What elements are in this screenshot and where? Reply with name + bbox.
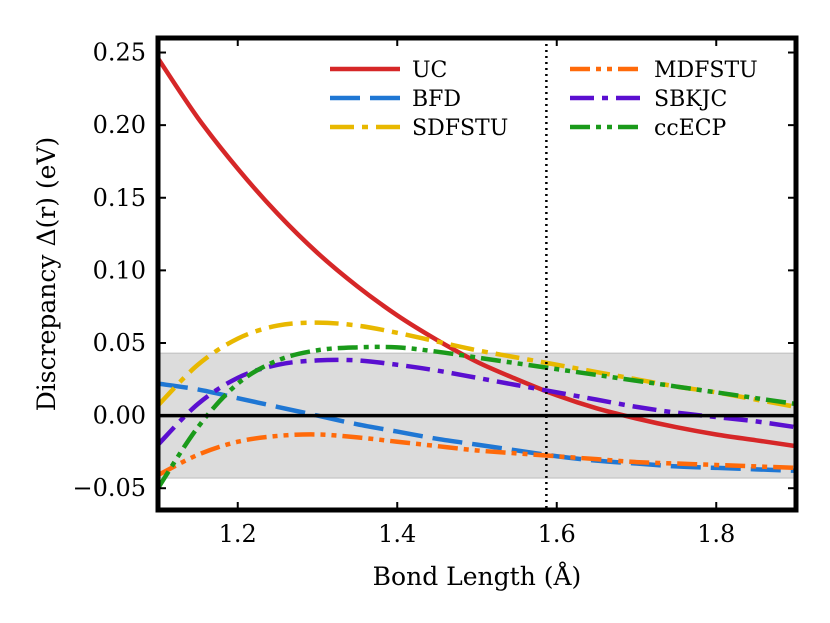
y-tick-label: 0.15 (93, 184, 146, 212)
series-line-bfd (158, 381, 796, 474)
y-axis-title: Discrepancy Δ(r) (eV) (32, 137, 61, 412)
legend-label-sbkjc: SBKJC (654, 87, 727, 112)
legend-label-bfd: BFD (412, 87, 461, 112)
ticks-layer: 1.2 1.4 1.6 1.8 −0.05 0.00 0.05 0.10 0.15 0.20 0.2… (72, 38, 796, 548)
legend-label-mdfstu: MDFSTU (654, 58, 758, 83)
y-tick-label: 0.10 (93, 256, 146, 284)
y-tick-label: 0.20 (93, 111, 146, 139)
legend-label-uc: UC (412, 58, 447, 83)
x-tick-label: 1.8 (697, 520, 735, 548)
y-tick-label: 0.05 (93, 329, 146, 357)
series-line-uc (158, 57, 796, 449)
legend-label-ccecp: ccECP (654, 116, 727, 141)
legend-label-sdfstu: SDFSTU (412, 116, 508, 141)
series-line-ccecp (158, 344, 796, 490)
plot-frame (155, 35, 799, 513)
y-tick-label: 0.25 (93, 39, 146, 67)
legend: UC BFD SDFSTU MDFSTU SBKJC ccECP (330, 58, 758, 141)
y-tick-label: −0.05 (72, 474, 146, 502)
x-tick-label: 1.2 (219, 520, 257, 548)
series-line-mdfstu (158, 432, 796, 478)
x-axis-title: Bond Length (Å) (373, 561, 582, 591)
x-tick-label: 1.4 (378, 520, 416, 548)
y-tick-label: 0.00 (93, 402, 146, 430)
x-tick-label: 1.6 (538, 520, 576, 548)
